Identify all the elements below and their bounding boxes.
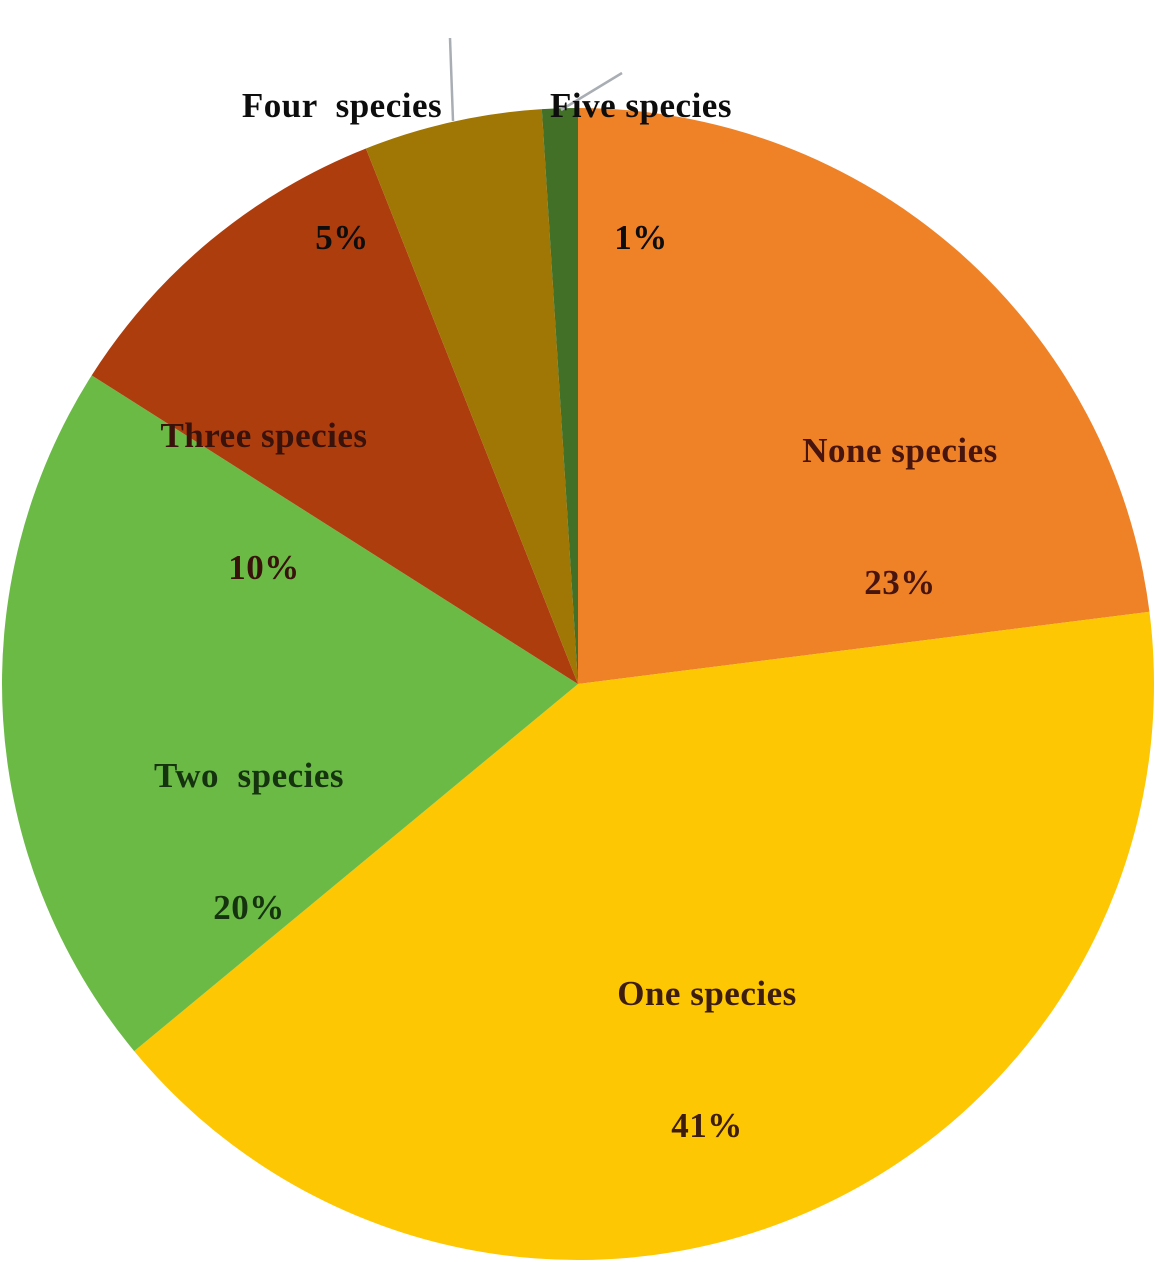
pie-slice-four-species	[365, 109, 578, 684]
pie-slice-one-species	[134, 611, 1155, 1261]
pie-slice-five-species	[541, 108, 578, 684]
pie-slice-three-species	[91, 148, 579, 684]
pie-slices	[1, 107, 1155, 1261]
leader-line-five-species	[560, 71, 623, 112]
leader-line-four-species	[448, 37, 455, 122]
pie-slice-none-species	[578, 107, 1150, 684]
pie-slice-two-species	[1, 375, 578, 1052]
